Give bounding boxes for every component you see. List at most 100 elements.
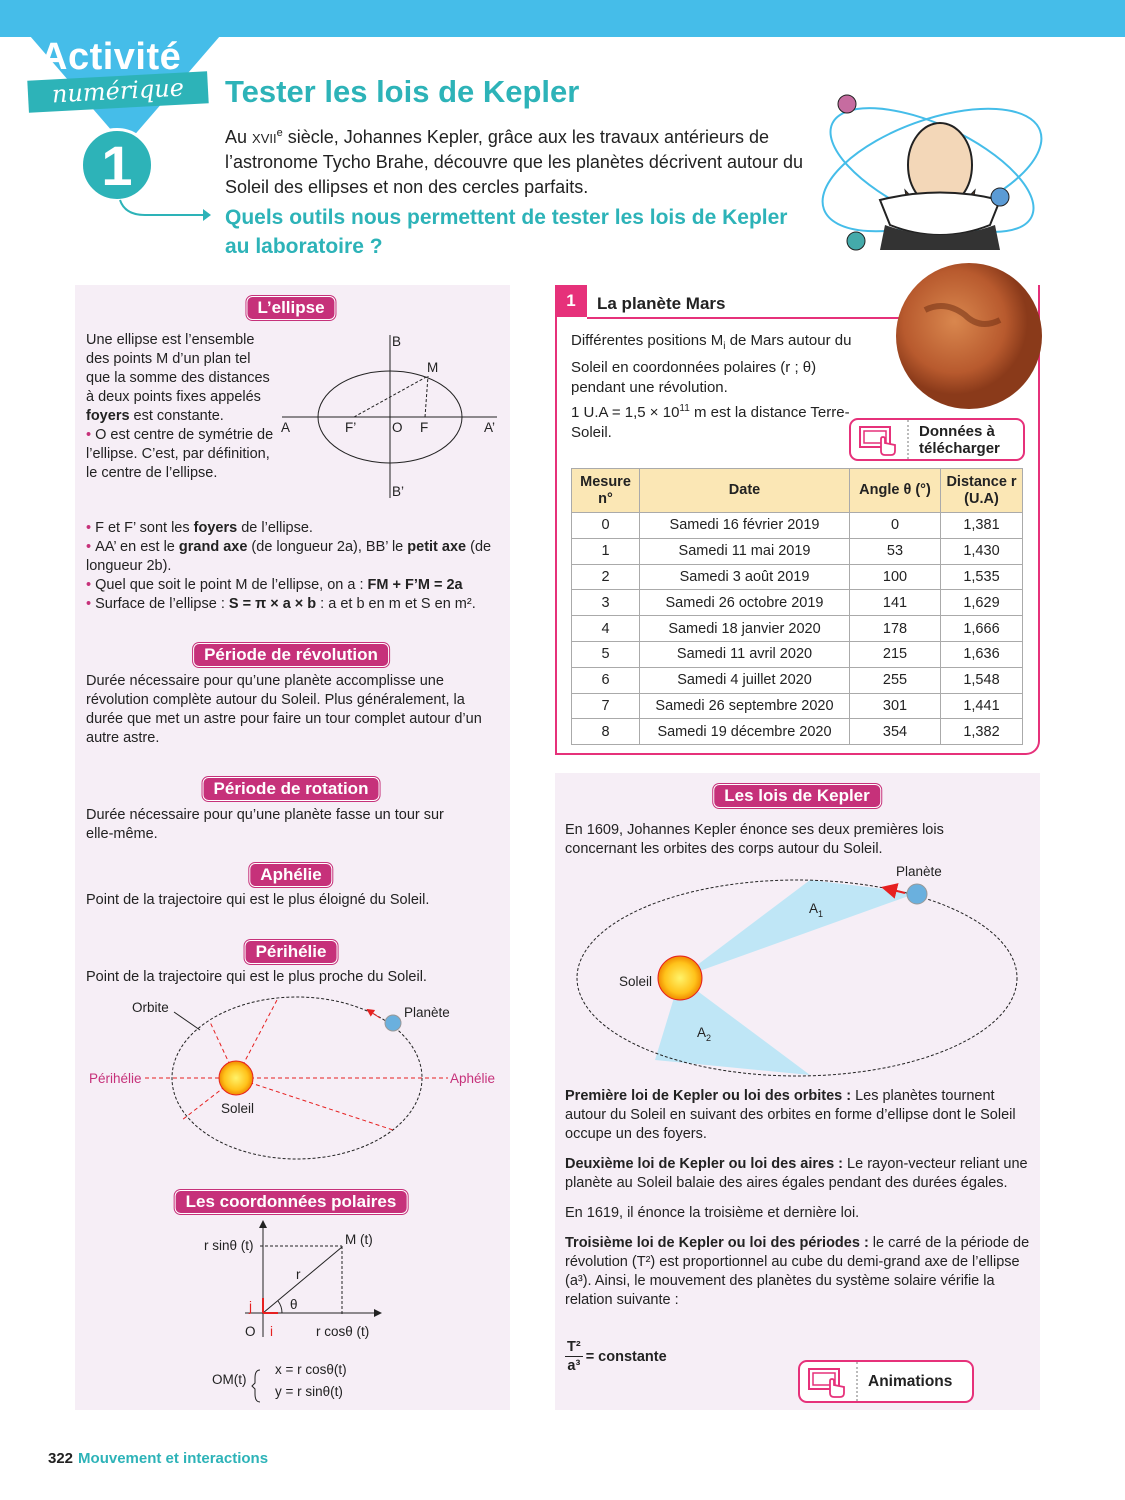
intro-pre: Au — [225, 127, 253, 147]
intro-century: xvii — [252, 127, 277, 147]
table-cell: 0 — [571, 512, 640, 539]
table-cell: 1,636 — [940, 640, 1023, 668]
t: Quel que soit le point M de l’ellipse, o… — [95, 577, 368, 593]
bullet-surface: Surface de l’ellipse : S = π × a × b : a… — [86, 595, 501, 614]
t: Le rayon-vecteur reliant une planète au … — [565, 1156, 1028, 1191]
law-2: Deuxième loi de Kepler ou loi des aires … — [565, 1155, 1030, 1193]
kepler-portrait-illustration — [821, 94, 1043, 251]
t: i — [723, 341, 726, 352]
table-cell: Samedi 26 septembre 2020 — [639, 692, 850, 720]
intro-sup: e — [276, 127, 283, 139]
t: FM + F’M = 2a — [367, 577, 463, 593]
top-bar — [0, 0, 1125, 37]
download-data-button[interactable]: Données à télécharger — [849, 418, 1025, 461]
rotation-heading: Période de rotation — [202, 777, 380, 801]
t: AA’ en est le — [95, 539, 179, 555]
page-number: 322 — [48, 1450, 74, 1467]
third-law-formula: T² a³ = constante — [565, 1338, 667, 1375]
bullet-foci: F et F’ sont les foyers de l’ellipse. — [86, 519, 501, 538]
table-cell: 7 — [571, 692, 640, 720]
t: : a et b en m et S en m². — [316, 596, 476, 612]
table-row: 5 Samedi 11 avril 2020 215 1,636 — [571, 640, 1023, 668]
table-row: 0 Samedi 16 février 2019 0 1,381 — [571, 512, 1023, 539]
t: Deuxième loi de Kepler ou loi des aires … — [565, 1156, 844, 1172]
def-a: Une ellipse est l’ensemble des points M … — [86, 332, 270, 405]
download-label: Données à télécharger — [919, 422, 1000, 457]
table-cell: Samedi 4 juillet 2020 — [639, 666, 850, 694]
page-footer: 322 Mouvement et interactions — [48, 1450, 268, 1467]
table-cell: 53 — [849, 537, 941, 565]
table-row: 7 Samedi 26 septembre 2020 301 1,441 — [571, 692, 1023, 720]
column-header: Distance r (U.A) — [940, 468, 1023, 513]
law-3: Troisième loi de Kepler ou loi des pério… — [565, 1234, 1030, 1310]
kepler-heading: Les lois de Kepler — [713, 784, 881, 808]
t: (de longueur 2a), BB’ le — [247, 539, 408, 555]
table-row: 6 Samedi 4 juillet 2020 255 1,548 — [571, 666, 1023, 694]
guiding-question: Quels outils nous permettent de tester l… — [225, 206, 788, 258]
rotation-text: Durée nécessaire pour qu’une planète fas… — [86, 807, 444, 842]
table-cell: Samedi 3 août 2019 — [639, 563, 850, 591]
t: grand axe — [178, 539, 248, 555]
touch-screen-icon — [800, 1362, 858, 1401]
kepler-intro: En 1609, Johannes Kepler énonce ses deux… — [565, 822, 944, 857]
kepler-laws: Première loi de Kepler ou loi des orbite… — [565, 1087, 1030, 1310]
table-cell: Samedi 11 mai 2019 — [639, 537, 850, 565]
table-cell: 1,629 — [940, 589, 1023, 617]
activity-label: Activité — [40, 36, 182, 78]
table-header-row: Mesure n° Date Angle θ (°) Distance r (U.A) — [571, 468, 1023, 513]
t: de l’ellipse. — [237, 520, 313, 536]
table-cell: 178 — [849, 615, 941, 642]
aphelie-heading: Aphélie — [249, 863, 333, 887]
t: Les planètes tournent autour du Soleil e… — [565, 1088, 1016, 1142]
table-cell: 8 — [571, 718, 640, 746]
table-cell: 141 — [849, 589, 941, 617]
arrow-head — [203, 209, 211, 221]
t: foyers — [193, 520, 238, 536]
table-cell: Samedi 16 février 2019 — [639, 512, 850, 539]
t: (de longueur 2b). — [86, 539, 492, 574]
table-row: 4 Samedi 18 janvier 2020 178 1,666 — [571, 615, 1023, 642]
bullet-axes: AA’ en est le grand axe (de longueur 2a)… — [86, 538, 501, 576]
law-3-intro: En 1619, il énonce la troisième et derni… — [565, 1205, 860, 1221]
table-cell: 354 — [849, 718, 941, 746]
table-cell: 3 — [571, 589, 640, 617]
t: petit axe — [407, 539, 467, 555]
column-header: Mesure n° — [571, 468, 640, 513]
table-cell: 1 — [571, 537, 640, 565]
t: F et F’ sont les — [95, 520, 194, 536]
t: Troisième loi de Kepler ou loi des pério… — [565, 1235, 869, 1251]
page-title: Tester les lois de Kepler — [225, 74, 580, 109]
ellipse-heading: L’ellipse — [246, 296, 336, 320]
table-cell: 100 — [849, 563, 941, 591]
table-cell: Samedi 18 janvier 2020 — [639, 615, 850, 642]
table-cell: 1,666 — [940, 615, 1023, 642]
t: le carré de la période de révolution (T²… — [565, 1235, 1030, 1308]
title-underline — [587, 317, 907, 319]
t: S = π × a × b — [228, 596, 317, 612]
animations-button[interactable]: Animations — [798, 1360, 974, 1403]
polar-heading: Les coordonnées polaires — [174, 1190, 408, 1214]
t: Surface de l’ellipse : — [95, 596, 229, 612]
table-cell: 2 — [571, 563, 640, 591]
document-number: 1 — [555, 285, 587, 317]
t: m est la distance Terre-Soleil. — [571, 403, 850, 442]
revolution-heading: Période de révolution — [193, 643, 389, 667]
table-cell: 1,430 — [940, 537, 1023, 565]
formula-denominator: a³ — [567, 1358, 581, 1374]
t: de Mars autour du Soleil en coordonnées … — [571, 332, 852, 396]
t: Première loi de Kepler ou loi des orbite… — [565, 1088, 852, 1104]
def-b: foyers — [86, 408, 130, 424]
table-cell: 6 — [571, 666, 640, 694]
table-cell: 1,381 — [940, 512, 1023, 539]
table-cell: Samedi 26 octobre 2019 — [639, 589, 850, 617]
def-c: est constante. — [129, 408, 224, 424]
t: 11 — [679, 402, 690, 414]
law-1: Première loi de Kepler ou loi des orbite… — [565, 1087, 1030, 1144]
table-cell: 1,441 — [940, 692, 1023, 720]
table-row: 2 Samedi 3 août 2019 100 1,535 — [571, 563, 1023, 591]
mars-document — [555, 285, 1040, 755]
activity-number: 1 — [80, 128, 154, 202]
formula-rhs: = constante — [585, 1348, 667, 1365]
ellipse-definition: Une ellipse est l’ensemble des points M … — [86, 331, 276, 483]
table-cell: 255 — [849, 666, 941, 694]
